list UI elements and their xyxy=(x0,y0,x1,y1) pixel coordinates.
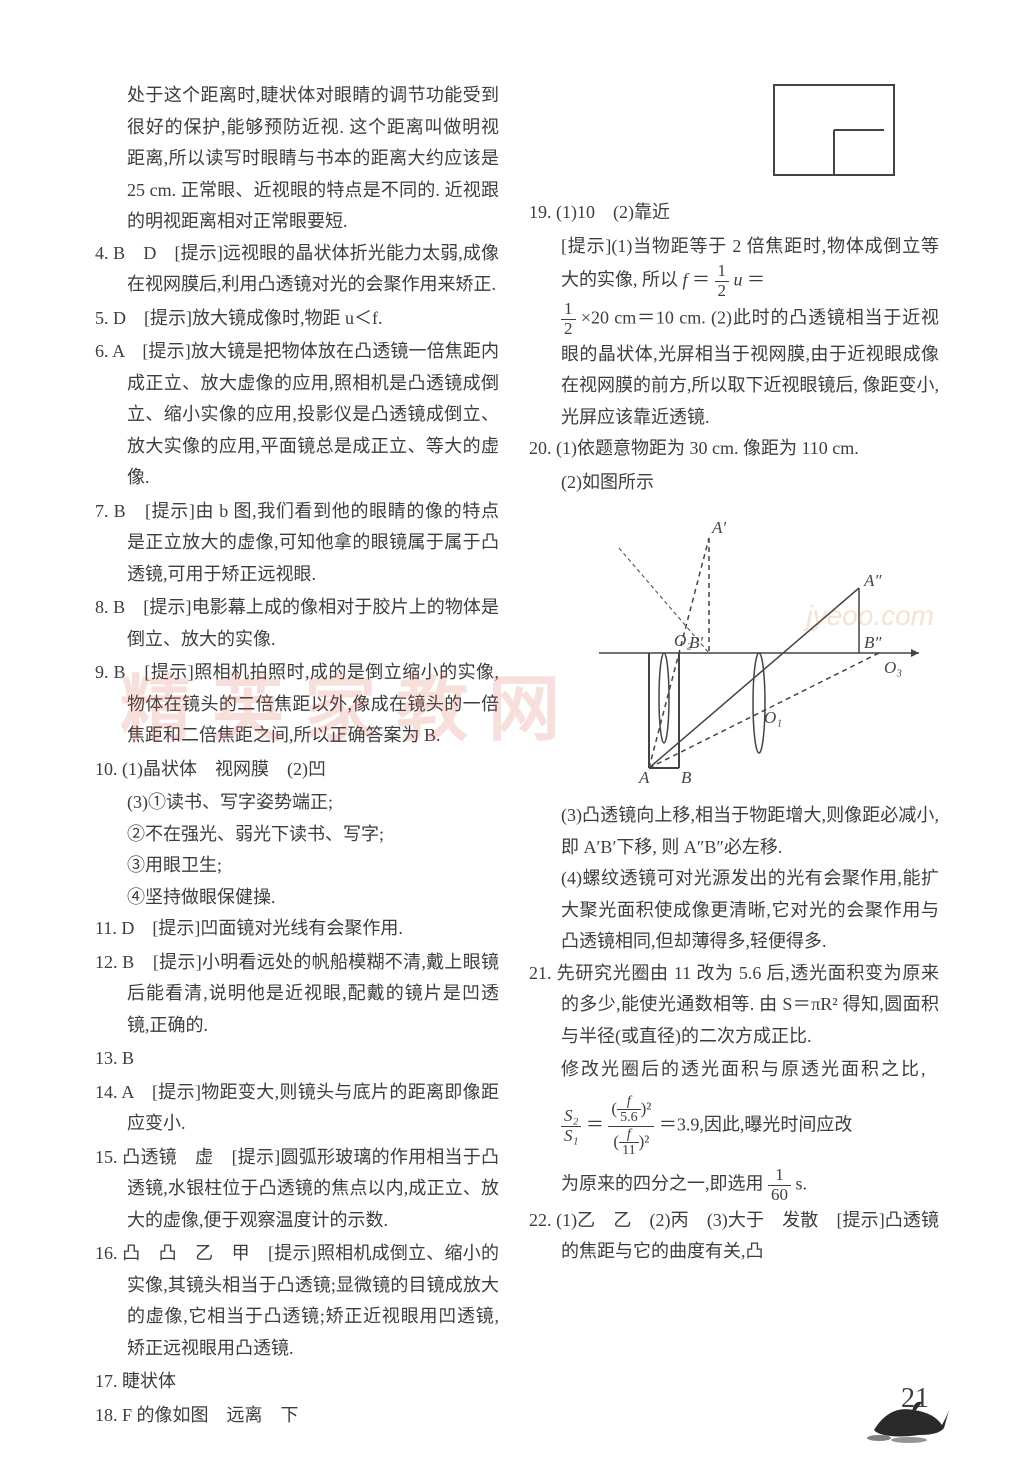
answer-10a: 10. (1)晶状体 视网膜 (2)凹 xyxy=(95,754,499,786)
answer-10c: ②不在强光、弱光下读书、写字; xyxy=(95,819,499,851)
answer-10e: ④坚持做眼保健操. xyxy=(95,882,499,914)
main-content: 处于这个距离时,睫状体对眼睛的调节功能受到很好的保护,能够预防近视. 这个距离叫… xyxy=(95,80,939,1433)
answer-10b: (3)①读书、写字姿势端正; xyxy=(95,787,499,819)
svg-text:O₁: O₁ xyxy=(764,708,782,727)
lens-diagram: A B A′ B′ A″ B″ O₁ O₂ O₃ xyxy=(589,508,939,788)
answer-16: 16. 凸 凸 乙 甲 [提示]照相机成倒立、缩小的实像,其镜头相当于凸透镜;显… xyxy=(95,1238,499,1364)
answer-21a: 21. 先研究光圈由 11 改为 5.6 后,透光面积变为原来的多少,能使光通数… xyxy=(529,958,939,1053)
answer-10d: ③用眼卫生; xyxy=(95,850,499,882)
lens-diagram-svg: A B A′ B′ A″ B″ O₁ O₂ O₃ xyxy=(589,508,939,788)
answer-18: 18. F 的像如图 远离 下 xyxy=(95,1400,499,1432)
figure-box-18 xyxy=(769,80,899,185)
answer-8: 8. B [提示]电影幕上成的像相对于胶片上的物体是倒立、放大的实像. xyxy=(95,592,499,655)
q21c-text: ＝3.9,因此,曝光时间应改 xyxy=(659,1114,853,1134)
q21d-text: 为原来的四分之一,即选用 xyxy=(561,1174,764,1194)
dolphin-icon xyxy=(864,1390,954,1445)
answer-4: 4. B D [提示]远视眼的晶状体折光能力太弱,成像在视网膜后,利用凸透镜对光… xyxy=(95,238,499,301)
answer-21d: 为原来的四分之一,即选用 160 s. xyxy=(529,1166,939,1204)
answer-15: 15. 凸透镜 虚 [提示]圆弧形玻璃的作用相当于凸透镜,水银柱位于凸透镜的焦点… xyxy=(95,1142,499,1237)
answer-9: 9. B [提示]照相机拍照时,成的是倒立缩小的实像,物体在镜头的二倍焦距以外,… xyxy=(95,657,499,752)
answer-13: 13. B xyxy=(95,1043,499,1075)
answer-19a: 19. (1)10 (2)靠近 xyxy=(529,197,939,229)
right-column: 19. (1)10 (2)靠近 [提示](1)当物距等于 2 倍焦距时,物体成倒… xyxy=(529,80,939,1433)
answer-22: 22. (1)乙 乙 (2)丙 (3)大于 发散 [提示]凸透镜的焦距与它的曲度… xyxy=(529,1205,939,1268)
svg-text:A″: A″ xyxy=(863,571,882,590)
q21e-text: s. xyxy=(796,1174,808,1194)
answer-19b: [提示](1)当物距等于 2 倍焦距时,物体成倒立等大的实像, 所以 f ＝ 1… xyxy=(529,231,939,301)
q19c-text: ×20 cm＝10 cm. (2)此时的凸透镜相当于近视眼的晶状体,光屏相当于视… xyxy=(561,308,939,427)
answer-20d: (4)螺纹透镜可对光源发出的光有会聚作用,能扩大聚光面积使成像更清晰,它对光的会… xyxy=(529,863,939,958)
answer-12: 12. B [提示]小明看远处的帆船模糊不清,戴上眼镜后能看清,说明他是近视眼,… xyxy=(95,947,499,1042)
answer-19c: 12 ×20 cm＝10 cm. (2)此时的凸透镜相当于近视眼的晶状体,光屏相… xyxy=(529,300,939,433)
svg-text:A: A xyxy=(638,768,650,787)
answer-7: 7. B [提示]由 b 图,我们看到他的眼睛的像的特点是正立放大的虚像,可知他… xyxy=(95,496,499,591)
answer-20b: (2)如图所示 xyxy=(529,467,939,499)
answer-14: 14. A [提示]物距变大,则镜头与底片的距离即像距应变小. xyxy=(95,1077,499,1140)
svg-text:O₃: O₃ xyxy=(884,658,902,677)
box-diagram-svg xyxy=(769,80,899,185)
answer-20c: (3)凸透镜向上移,相当于物距增大,则像距必减小, 即 A′B′下移, 则 A″… xyxy=(529,800,939,863)
svg-text:A′: A′ xyxy=(711,518,726,537)
svg-text:O₂: O₂ xyxy=(674,631,692,650)
intro-text: 处于这个距离时,睫状体对眼睛的调节功能受到很好的保护,能够预防近视. 这个距离叫… xyxy=(95,80,499,238)
q19b-text: [提示](1)当物距等于 2 倍焦距时,物体成倒立等大的实像, 所以 xyxy=(561,236,939,290)
svg-text:B″: B″ xyxy=(864,633,882,652)
answer-6: 6. A [提示]放大镜是把物体放在凸透镜一倍焦距内成正立、放大虚像的应用,照相… xyxy=(95,336,499,494)
answer-11: 11. D [提示]凹面镜对光线有会聚作用. xyxy=(95,913,499,945)
answer-17: 17. 睫状体 xyxy=(95,1366,499,1398)
answer-21b: 修改光圈后的透光面积与原透光面积之比, xyxy=(529,1054,939,1086)
left-column: 处于这个距离时,睫状体对眼睛的调节功能受到很好的保护,能够预防近视. 这个距离叫… xyxy=(95,80,499,1433)
answer-20a: 20. (1)依题意物距为 30 cm. 像距为 110 cm. xyxy=(529,433,939,465)
svg-text:B: B xyxy=(681,768,692,787)
answer-5: 5. D [提示]放大镜成像时,物距 u＜f. xyxy=(95,303,499,335)
equation-21: S₂ S₁ ＝ (f5.6)² (f11)² ＝3.9,因此,曝光时间应改 xyxy=(529,1094,939,1159)
